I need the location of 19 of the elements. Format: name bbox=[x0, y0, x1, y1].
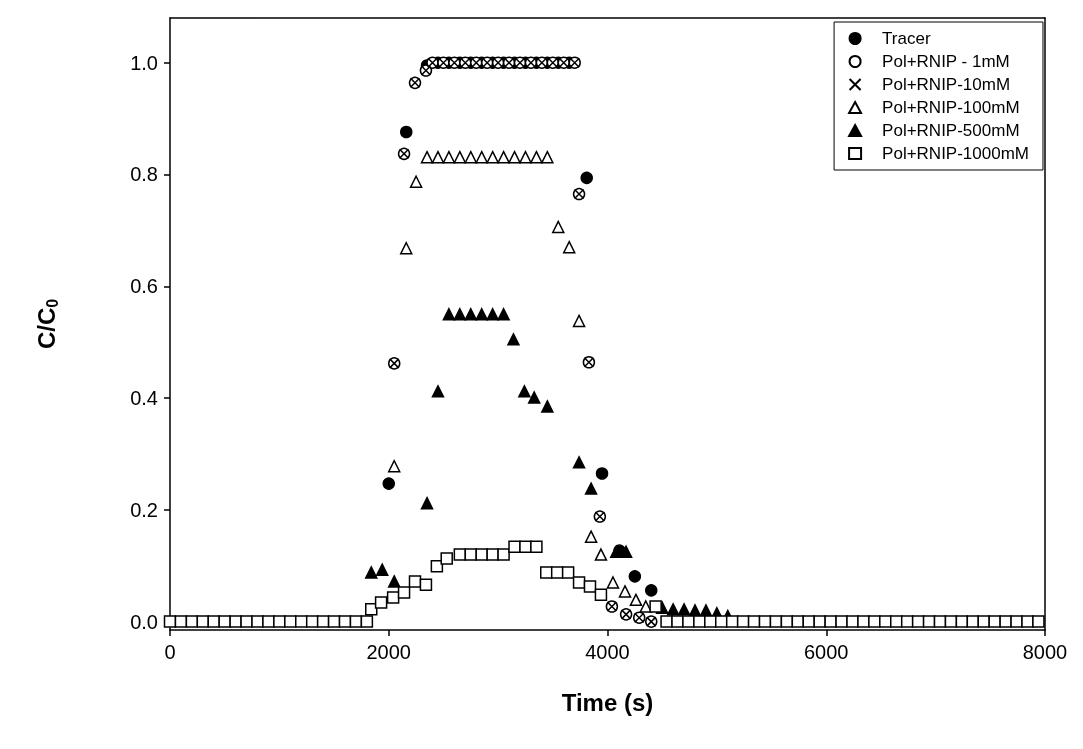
legend-label: Pol+RNIP-100mM bbox=[882, 98, 1020, 117]
y-tick-label: 0.2 bbox=[130, 498, 158, 521]
x-tick-label: 0 bbox=[164, 641, 176, 663]
x-axis-title: Time (s) bbox=[561, 688, 654, 716]
x-tick-label: 2000 bbox=[366, 641, 411, 663]
y-tick-label: 0.8 bbox=[130, 163, 158, 186]
y-tick-label: 1.0 bbox=[130, 51, 158, 74]
legend-label: Pol+RNIP-500mM bbox=[882, 121, 1020, 140]
legend-label: Pol+RNIP - 1mM bbox=[882, 52, 1010, 71]
y-tick-label: 0.6 bbox=[130, 275, 158, 298]
x-tick-label: 4000 bbox=[585, 641, 630, 663]
x-tick-label: 6000 bbox=[804, 641, 849, 663]
y-tick-label: 0.0 bbox=[130, 610, 158, 633]
legend-label: Pol+RNIP-1000mM bbox=[882, 144, 1030, 163]
legend-label: Pol+RNIP-10mM bbox=[882, 75, 1011, 94]
x-tick-label: 8000 bbox=[1022, 641, 1068, 663]
legend-label: Tracer bbox=[882, 29, 931, 48]
y-tick-label: 0.4 bbox=[130, 387, 158, 410]
y-axis-title: C/C0 bbox=[32, 298, 61, 350]
